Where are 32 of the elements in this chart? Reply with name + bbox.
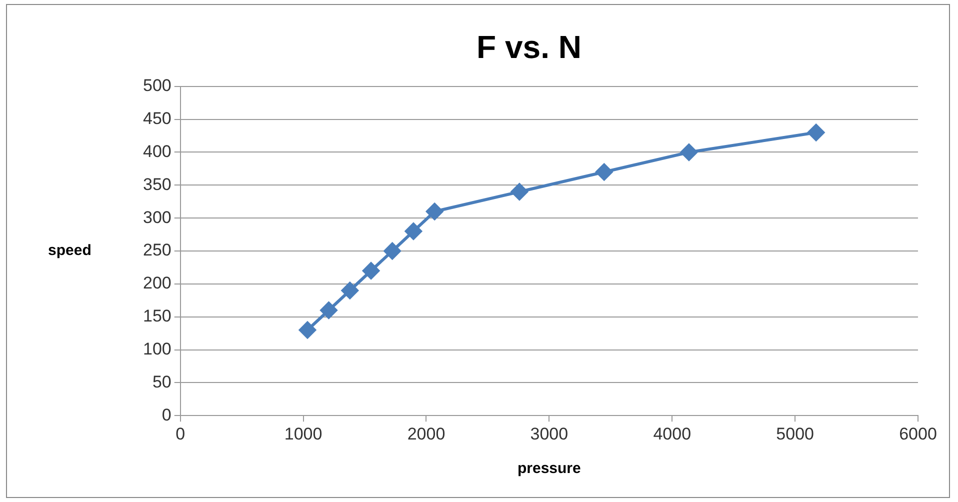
x-tick-label: 4000 [653, 424, 692, 444]
y-axis-title: speed [48, 242, 92, 260]
chart-title: F vs. N [476, 29, 582, 66]
point [341, 282, 358, 300]
point [384, 242, 401, 260]
x-tick-label: 6000 [899, 424, 937, 444]
y-tick-label: 300 [142, 208, 172, 227]
y-tick-label: 250 [142, 240, 172, 260]
x-tick-label: 5000 [776, 424, 814, 444]
y-tick-label: 150 [142, 306, 172, 326]
x-tick-label: 3000 [530, 424, 568, 444]
x-axis-title: pressure [517, 460, 581, 478]
point [808, 124, 825, 141]
point [320, 302, 338, 319]
y-tick-label: 400 [142, 142, 172, 161]
y-tick-label: 100 [142, 339, 172, 358]
y-tick-label: 50 [152, 372, 172, 392]
point [596, 163, 613, 180]
y-tick-label: 450 [142, 109, 172, 128]
y-tick-label: 500 [142, 76, 172, 96]
x-tick-label: 2000 [407, 424, 446, 444]
point [362, 262, 380, 280]
point [510, 183, 528, 200]
y-tick-label: 200 [142, 274, 172, 293]
x-tick-label: 0 [176, 424, 186, 444]
point [680, 144, 698, 161]
point [426, 202, 444, 220]
y-tick-label: 0 [162, 405, 172, 424]
point [404, 222, 422, 240]
point [298, 322, 316, 339]
y-tick-label: 350 [142, 174, 172, 194]
x-tick-label: 1000 [284, 424, 322, 444]
